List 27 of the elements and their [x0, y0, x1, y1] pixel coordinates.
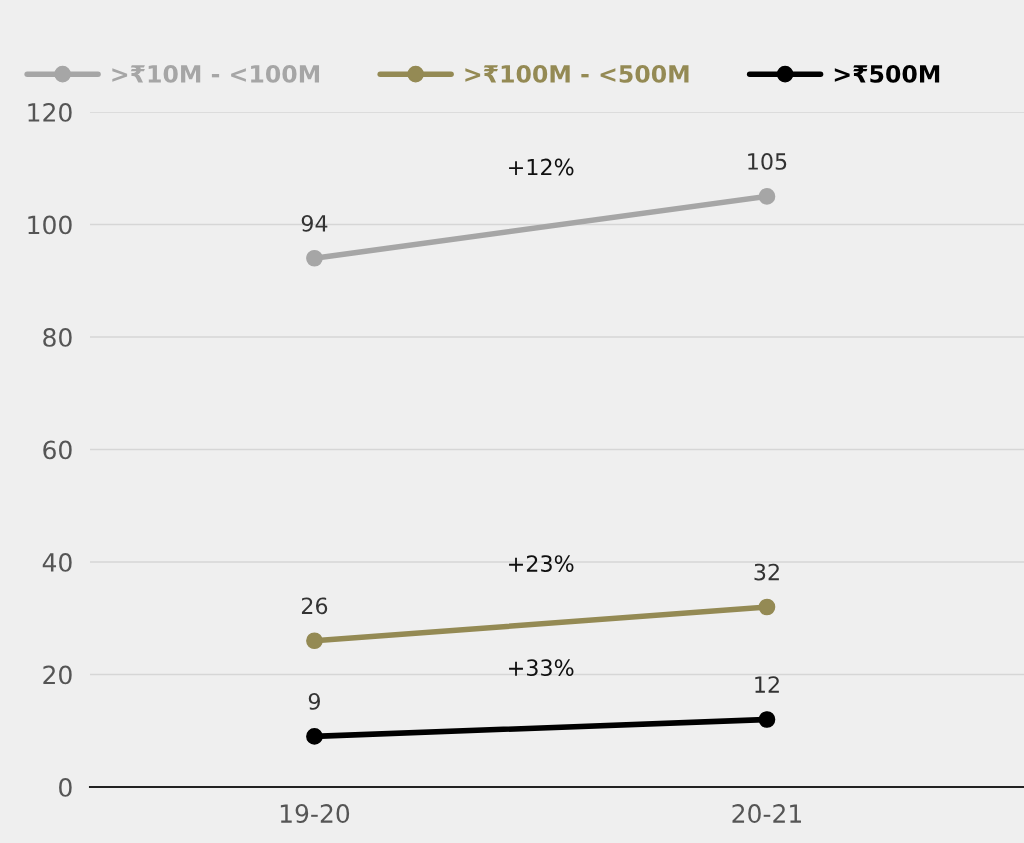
y-tick-label: 60 — [43, 440, 72, 460]
legend-label: >₹10M - <100M — [112, 64, 320, 83]
data-label: 12 — [755, 676, 779, 693]
data-label: 26 — [301, 597, 328, 615]
y-tick-label: 100 — [28, 215, 72, 235]
annotation: +23% — [509, 555, 574, 572]
y-tick-label: 40 — [42, 552, 72, 572]
point — [758, 598, 776, 616]
legend-label: >₹100M - <500M — [465, 64, 689, 83]
point — [306, 249, 323, 267]
x-tick-label: 19-20 — [280, 804, 350, 824]
point — [758, 188, 776, 205]
data-label: 32 — [754, 563, 779, 581]
data-label: 105 — [748, 153, 787, 170]
point — [758, 711, 776, 728]
annotation: +12% — [509, 158, 574, 176]
point — [306, 632, 323, 650]
y-tick-label: 120 — [28, 102, 72, 122]
data-label: 94 — [301, 214, 328, 232]
x-tick-label: 20-21 — [732, 804, 801, 824]
y-tick-label: 20 — [43, 665, 72, 685]
annotation: +33% — [509, 659, 574, 677]
point — [306, 728, 323, 745]
legend-label: >₹500M — [834, 64, 940, 83]
y-tick-label: 80 — [43, 327, 72, 347]
y-tick-label: 0 — [59, 777, 72, 797]
data-label: 9 — [308, 693, 320, 710]
